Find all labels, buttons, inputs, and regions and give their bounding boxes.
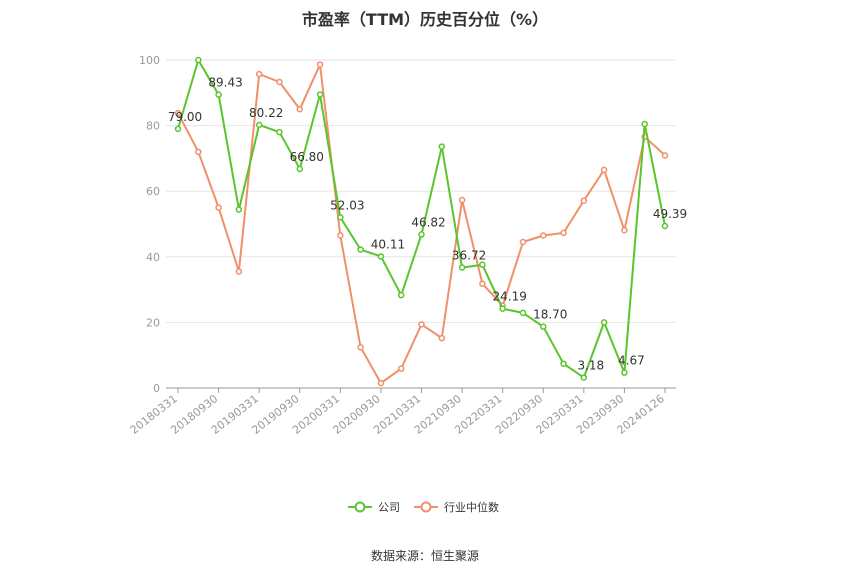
data-point bbox=[519, 238, 527, 246]
data-label: 80.22 bbox=[249, 106, 283, 120]
data-labels: 79.00 89.43 80.22 66.80 52.03 40.11 46.82 36.72… bbox=[168, 76, 687, 373]
data-point bbox=[641, 120, 648, 128]
data-point bbox=[235, 206, 243, 213]
data-point bbox=[195, 148, 202, 156]
data-label: 66.80 bbox=[290, 150, 324, 164]
data-point bbox=[377, 379, 385, 387]
data-point bbox=[174, 125, 182, 133]
data-point bbox=[661, 152, 669, 159]
data-point bbox=[215, 91, 222, 98]
data-point bbox=[337, 214, 344, 221]
data-point bbox=[438, 143, 446, 150]
data-label: 79.00 bbox=[168, 110, 202, 124]
data-point bbox=[397, 365, 405, 372]
data-label: 40.11 bbox=[371, 237, 405, 251]
data-point bbox=[540, 232, 547, 239]
data-point bbox=[600, 166, 608, 174]
legend: 公司 行业中位数 bbox=[348, 500, 499, 514]
data-point bbox=[458, 196, 466, 204]
legend-swatch-marker bbox=[420, 501, 432, 513]
data-point bbox=[600, 319, 608, 326]
data-label: 24.19 bbox=[492, 290, 526, 304]
data-point bbox=[661, 222, 669, 230]
chart-title: 市盈率（TTM）历史百分位（%） bbox=[301, 10, 549, 29]
data-point bbox=[357, 344, 364, 351]
source-note: 数据来源：恒生聚源 bbox=[370, 549, 479, 563]
data-point bbox=[296, 165, 303, 173]
data-label: 49.39 bbox=[653, 207, 687, 221]
data-point bbox=[276, 128, 283, 136]
data-label: 46.82 bbox=[411, 215, 445, 229]
data-point bbox=[479, 280, 486, 287]
data-point bbox=[174, 109, 182, 117]
data-point bbox=[418, 231, 425, 238]
data-point bbox=[276, 78, 283, 86]
data-point bbox=[397, 291, 405, 299]
data-label: 89.43 bbox=[208, 76, 242, 90]
data-point bbox=[195, 56, 202, 64]
data-point bbox=[296, 105, 303, 113]
legend-label: 公司 bbox=[378, 501, 400, 514]
data-point bbox=[255, 121, 263, 129]
data-label: 52.03 bbox=[330, 198, 364, 212]
data-point bbox=[377, 253, 385, 260]
y-tick-label: 100 bbox=[139, 54, 160, 67]
data-label: 36.72 bbox=[452, 249, 486, 263]
data-point bbox=[357, 246, 364, 253]
legend-item[interactable]: 行业中位数 bbox=[414, 500, 499, 514]
data-point bbox=[215, 204, 222, 211]
data-point bbox=[540, 323, 547, 330]
data-point bbox=[255, 70, 263, 78]
data-point bbox=[438, 334, 446, 342]
data-point bbox=[621, 369, 628, 376]
data-point bbox=[580, 197, 588, 204]
data-point bbox=[621, 226, 628, 234]
data-point bbox=[235, 268, 243, 275]
data-point bbox=[418, 321, 425, 328]
legend-swatch-marker bbox=[354, 501, 366, 513]
data-point bbox=[458, 264, 466, 271]
data-label: 18.70 bbox=[533, 308, 567, 322]
legend-label: 行业中位数 bbox=[444, 500, 499, 514]
y-tick-label: 0 bbox=[153, 382, 160, 395]
data-point bbox=[560, 229, 567, 237]
data-point bbox=[316, 91, 324, 98]
legend-item[interactable]: 公司 bbox=[348, 501, 400, 514]
data-point bbox=[519, 309, 527, 317]
data-point bbox=[479, 261, 486, 268]
y-tick-label: 80 bbox=[146, 120, 160, 133]
data-point bbox=[580, 374, 588, 381]
data-point bbox=[337, 232, 344, 239]
y-tick-label: 40 bbox=[146, 251, 160, 264]
y-tick-label: 20 bbox=[146, 316, 160, 329]
series-layer bbox=[174, 56, 669, 387]
data-point bbox=[499, 305, 506, 312]
data-label: 4.67 bbox=[618, 354, 645, 368]
data-point bbox=[316, 61, 324, 68]
data-label: 3.18 bbox=[577, 359, 604, 373]
y-tick-label: 60 bbox=[146, 185, 160, 198]
data-point bbox=[560, 360, 567, 367]
